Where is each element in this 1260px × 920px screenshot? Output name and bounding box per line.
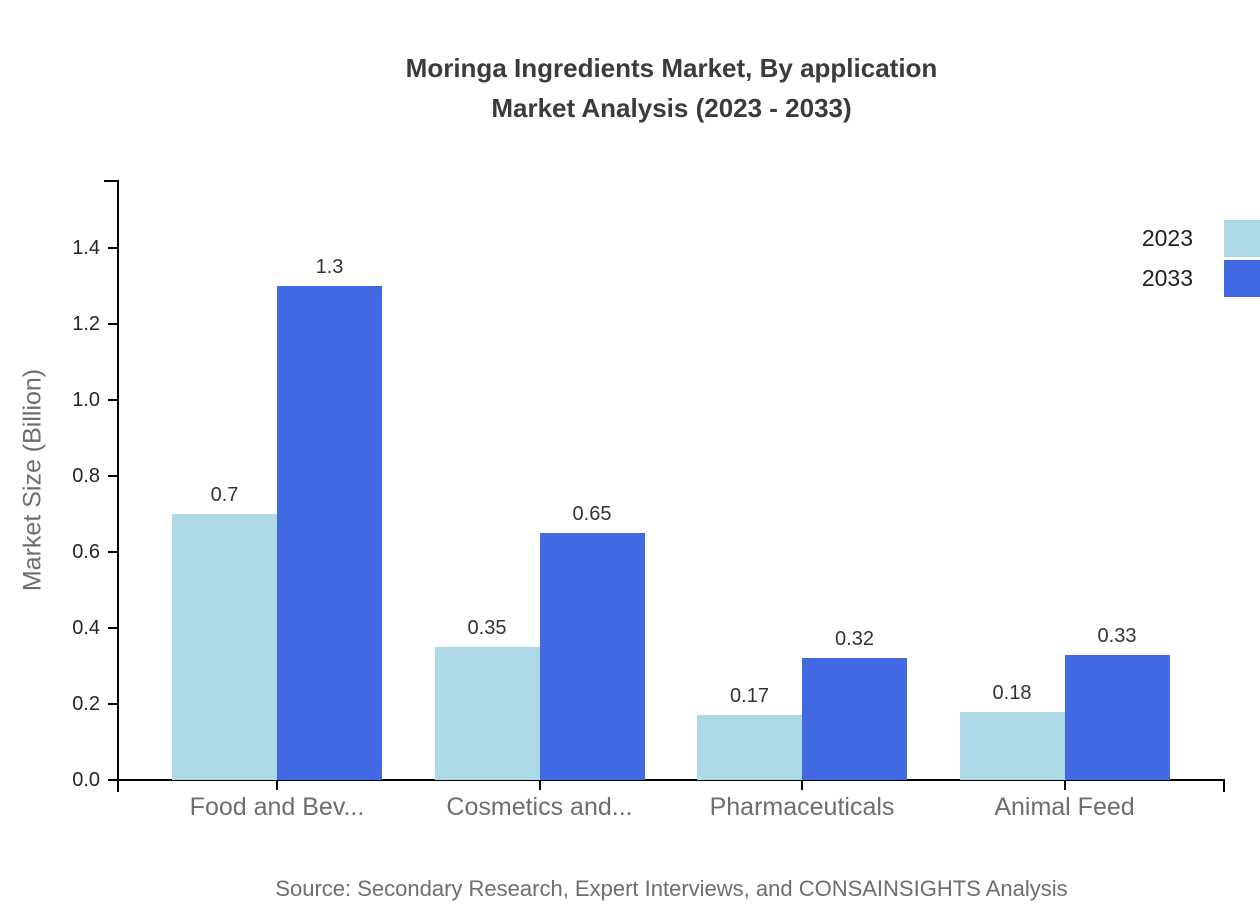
y-tick [108, 703, 117, 705]
y-tick-label: 1.4 [72, 237, 100, 259]
legend-item-2033: 2033 [1142, 260, 1260, 297]
bar-2023-animal-feed [959, 712, 1065, 780]
y-tick-label: 1.0 [72, 389, 100, 411]
y-tick-label: 0.0 [72, 769, 100, 791]
y-axis-line [117, 180, 119, 781]
y-tick-label: 1.2 [72, 313, 100, 335]
y-tick [108, 779, 117, 781]
bar-value-label: 1.3 [315, 256, 344, 278]
chart-title: Moringa Ingredients Market, By applicati… [118, 48, 1225, 128]
bar-2023-pharmaceuticals [697, 715, 802, 780]
x-axis-category-label: Animal Feed [994, 793, 1135, 821]
x-axis-category-label: Pharmaceuticals [709, 793, 895, 821]
legend-label: 2033 [1141, 265, 1193, 291]
bar-value-label: 0.32 [835, 628, 874, 650]
bar-2033-food-and-bev [277, 286, 382, 780]
bar-value-label: 0.7 [210, 484, 239, 506]
bar-value-label: 0.65 [572, 503, 612, 525]
legend: 2023 2033 [1142, 220, 1260, 297]
bar-value-label: 0.18 [992, 682, 1032, 704]
bar-value-label: 0.35 [467, 617, 507, 639]
x-axis-line [117, 779, 1225, 781]
legend-item-2023: 2023 [1142, 220, 1260, 257]
bar-2023-cosmetics-and [434, 647, 540, 780]
y-tick [108, 323, 117, 325]
x-tick [276, 781, 278, 790]
y-tick [108, 399, 117, 401]
x-axis-left-outer-tick [117, 779, 119, 792]
chart-title-line1: Moringa Ingredients Market, By applicati… [405, 53, 938, 83]
x-tick [1063, 781, 1066, 790]
y-tick-label: 0.6 [72, 541, 100, 563]
x-tick [801, 781, 803, 790]
legend-label: 2023 [1141, 225, 1193, 251]
legend-swatch-icon [1224, 220, 1260, 257]
y-axis-top-outer-tick [104, 180, 117, 182]
bar-value-label: 0.17 [730, 685, 769, 707]
y-tick [108, 247, 117, 249]
y-tick [108, 627, 117, 629]
y-tick-label: 0.8 [72, 465, 100, 487]
bar-2033-cosmetics-and [539, 533, 645, 780]
bar-value-label: 0.33 [1097, 625, 1137, 647]
x-axis-right-outer-tick [1223, 779, 1225, 792]
chart-title-line2: Market Analysis (2023 - 2033) [491, 93, 852, 123]
x-axis-category-label: Food and Bev... [189, 793, 365, 821]
x-axis-category-label: Cosmetics and... [446, 793, 633, 821]
bar-2033-animal-feed [1064, 655, 1170, 780]
y-tick-label: 0.4 [72, 617, 100, 639]
source-note: Source: Secondary Research, Expert Inter… [275, 876, 1068, 901]
bar-2023-food-and-bev [172, 514, 277, 780]
bar-2033-pharmaceuticals [802, 658, 907, 780]
y-tick [108, 551, 117, 553]
y-tick-label: 0.2 [72, 693, 100, 715]
x-tick [538, 781, 541, 790]
legend-swatch-icon [1224, 260, 1260, 297]
y-tick [108, 475, 117, 477]
